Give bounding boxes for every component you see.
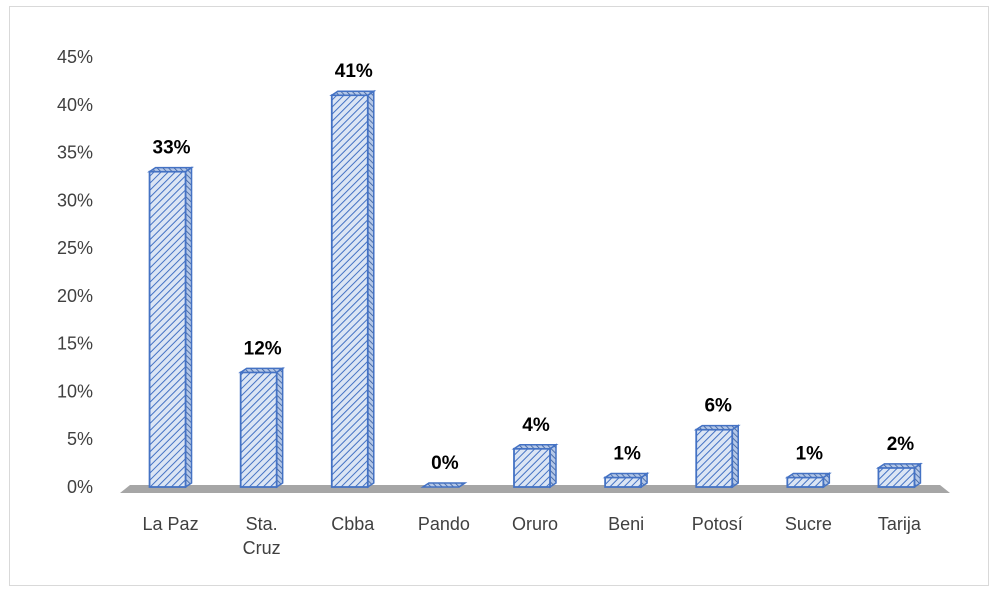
x-category-label: Cbba <box>331 514 375 534</box>
y-tick-label: 5% <box>67 429 93 449</box>
x-category-label: Oruro <box>512 514 558 534</box>
x-category-label: Beni <box>608 514 644 534</box>
bar-top <box>420 482 468 488</box>
data-label: 33% <box>153 138 191 159</box>
data-label: 2% <box>887 434 915 455</box>
y-tick-label: 10% <box>57 381 93 401</box>
bar <box>420 482 468 488</box>
chart-floor <box>120 485 950 493</box>
bar-top <box>875 463 923 469</box>
bar-front <box>877 466 916 488</box>
bar-top <box>784 472 832 479</box>
x-axis-categories: La Paz Sta. Cruz Cbba Pando Oruro Beni Potosí Su… <box>143 514 922 558</box>
bar <box>693 424 741 489</box>
x-category-label: La Paz <box>143 514 199 534</box>
bar <box>602 472 650 489</box>
data-label: 41% <box>335 61 373 82</box>
data-label: 6% <box>704 396 732 417</box>
bar-top <box>511 444 559 450</box>
x-category-label: Potosí <box>692 514 743 534</box>
bar-front <box>148 170 187 488</box>
y-tick-label: 35% <box>57 143 93 163</box>
y-tick-label: 45% <box>57 47 93 67</box>
y-axis-ticks: 0% 5% 10% 15% 20% 25% 30% 35% 40% 45% <box>57 47 93 497</box>
y-tick-label: 20% <box>57 286 93 306</box>
y-tick-label: 0% <box>67 477 93 497</box>
x-category-label: Tarija <box>878 514 922 534</box>
data-label: 1% <box>796 443 824 464</box>
x-category-label: Pando <box>418 514 470 534</box>
bars <box>147 89 923 489</box>
bar <box>875 462 923 489</box>
bar-side <box>731 424 739 489</box>
data-label: 12% <box>244 338 282 359</box>
bar-top <box>147 166 195 173</box>
bar-side <box>549 443 557 489</box>
bar <box>238 366 286 489</box>
data-labels: 33% 12% 41% 0% 4% 1% 6% 1% 2% <box>153 61 915 474</box>
x-category-label: Cruz <box>243 538 281 558</box>
bar-front <box>604 476 643 488</box>
bar <box>784 472 832 489</box>
bar-front <box>239 371 278 488</box>
x-category-label: Sta. <box>246 514 278 534</box>
y-tick-label: 15% <box>57 334 93 354</box>
bar <box>511 443 559 489</box>
y-tick-label: 25% <box>57 238 93 258</box>
bar-top <box>602 472 650 479</box>
bar-front <box>695 428 734 488</box>
data-label: 1% <box>613 443 641 464</box>
data-label: 4% <box>522 415 550 436</box>
x-category-label: Sucre <box>785 514 832 534</box>
bar-front <box>513 447 551 488</box>
bar <box>329 89 377 489</box>
bar-front <box>786 476 825 488</box>
floor-plane <box>120 485 950 493</box>
y-tick-label: 30% <box>57 190 93 210</box>
bar-top <box>693 424 741 431</box>
data-label: 0% <box>431 453 459 474</box>
bar-top <box>329 90 377 96</box>
bar-top <box>238 367 286 374</box>
y-tick-label: 40% <box>57 95 93 115</box>
bar <box>147 166 195 489</box>
bar-front <box>330 94 369 488</box>
